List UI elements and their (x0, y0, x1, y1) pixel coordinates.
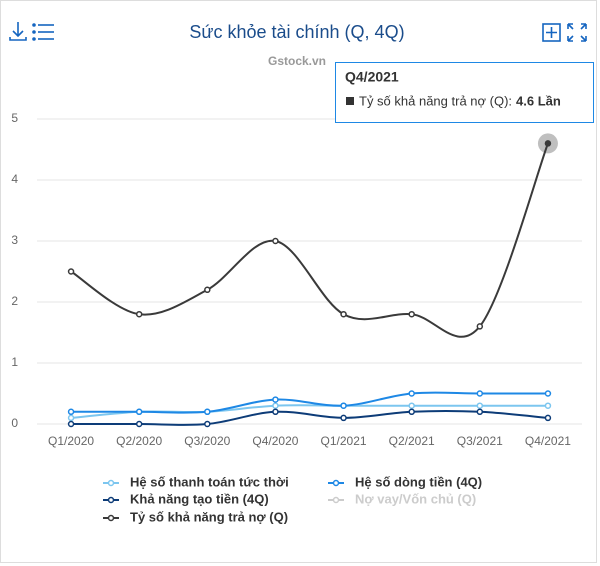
x-tick-label: Q4/2021 (525, 434, 571, 448)
x-tick-label: Q1/2021 (321, 434, 367, 448)
tooltip-label: Tỷ số khả năng trả nợ (Q): (359, 93, 512, 108)
data-point (272, 408, 279, 416)
y-tick-label: 4 (11, 172, 18, 186)
legend-marker (107, 496, 115, 504)
data-point (476, 323, 484, 330)
data-point (67, 408, 75, 416)
legend-marker (332, 496, 340, 504)
fullscreen-icon[interactable] (567, 23, 587, 42)
data-point (544, 402, 552, 409)
x-tick-label: Q2/2020 (116, 434, 162, 448)
chart-title: Sức khỏe tài chính (Q, 4Q) (189, 22, 404, 42)
download-icon[interactable] (9, 22, 27, 41)
x-tick-label: Q4/2020 (252, 434, 298, 448)
tooltip-bullet (346, 97, 354, 105)
legend-label: Nợ vay/Vốn chủ (Q) (355, 491, 476, 506)
series-line (71, 410, 549, 426)
add-icon[interactable] (542, 23, 561, 42)
data-point (408, 402, 415, 409)
data-point (340, 414, 347, 422)
x-tick-label: Q3/2021 (457, 434, 503, 448)
data-point (67, 414, 75, 422)
tooltip-box (335, 62, 594, 123)
data-point (340, 402, 347, 409)
data-point (408, 310, 415, 318)
data-point (476, 408, 484, 416)
data-point (67, 420, 75, 428)
x-tick-label: Q3/2020 (184, 434, 230, 448)
legend-marker (107, 514, 115, 522)
tooltip: Q4/2021 Tỷ số khả năng trả nợ (Q): 4.6 L… (335, 62, 594, 123)
data-point (476, 390, 484, 397)
x-tick-label: Q2/2021 (389, 434, 435, 448)
data-point (272, 396, 279, 403)
data-point (272, 402, 279, 409)
tooltip-title: Q4/2021 (345, 69, 399, 85)
series-line (71, 391, 548, 414)
data-point (204, 420, 211, 428)
data-point (544, 414, 552, 422)
data-point (135, 310, 143, 318)
data-point (135, 420, 143, 428)
legend-label: Khả năng tạo tiền (4Q) (130, 491, 269, 506)
legend-label: Hệ số thanh toán tức thời (130, 474, 289, 489)
y-tick-label: 3 (11, 233, 18, 247)
legend-marker (332, 479, 340, 487)
series-line (70, 143, 549, 338)
data-point (67, 268, 75, 275)
legend-label: Tỷ số khả năng trả nợ (Q) (130, 509, 288, 524)
data-point (272, 237, 279, 245)
data-point (204, 408, 211, 416)
y-tick-label: 5 (11, 111, 18, 125)
legend-marker (107, 479, 115, 487)
hover-point (544, 140, 551, 147)
data-point (544, 390, 552, 397)
data-point (408, 408, 415, 416)
data-point (476, 402, 484, 409)
x-tick-label: Q1/2020 (48, 434, 94, 448)
data-point (135, 408, 143, 416)
y-tick-label: 1 (11, 355, 18, 369)
chart-subtitle: Gstock.vn (268, 54, 326, 68)
legend-label: Hệ số dòng tiền (4Q) (355, 474, 482, 489)
y-tick-label: 2 (11, 294, 18, 308)
menu-icon[interactable] (32, 23, 54, 41)
tooltip-value: 4.6 Lần (516, 93, 561, 108)
y-tick-label: 0 (11, 416, 18, 430)
data-point (340, 310, 347, 318)
data-point (408, 390, 415, 397)
data-point (204, 286, 211, 294)
